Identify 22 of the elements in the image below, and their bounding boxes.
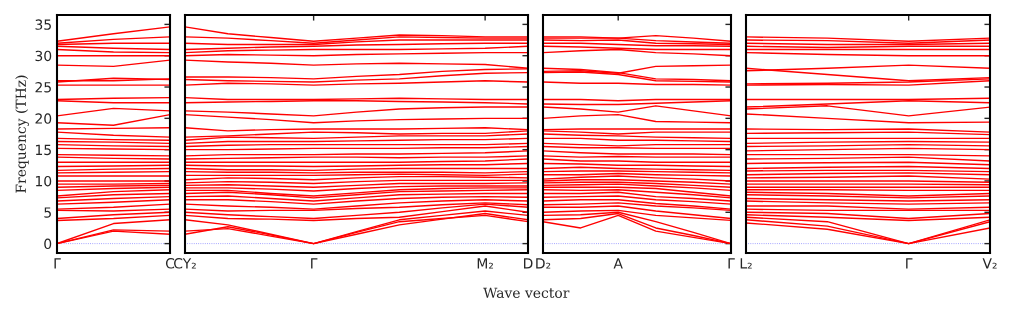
x-tick-label: D₂: [536, 258, 551, 269]
y-tick-label: 30: [35, 50, 52, 62]
x-tick-label: D: [524, 258, 533, 269]
x-tick-label: Γ: [906, 258, 913, 269]
x-tick-label: Γ: [54, 258, 61, 269]
x-tick-label: V₂: [982, 258, 997, 269]
x-tick-label: A: [613, 258, 623, 269]
y-tick-label: 20: [35, 113, 52, 124]
y-tick-label: 10: [35, 175, 52, 187]
x-tick-label: L₂: [740, 258, 752, 269]
y-tick-label: 35: [35, 19, 51, 30]
y-tick-label: 25: [35, 81, 51, 93]
x-tick-label: C: [165, 258, 175, 269]
y-tick-label: 0: [44, 238, 52, 250]
y-tick-label: 15: [35, 144, 51, 156]
y-axis-title: Frequency (THz): [15, 75, 29, 193]
x-tick-label: CY₂: [174, 258, 196, 269]
y-tick-label: 5: [44, 207, 51, 218]
x-axis-title: Wave vector: [483, 287, 570, 299]
x-tick-label: M₂: [477, 258, 494, 269]
x-tick-label: Γ: [311, 258, 318, 269]
x-tick-label: Γ: [728, 258, 735, 269]
